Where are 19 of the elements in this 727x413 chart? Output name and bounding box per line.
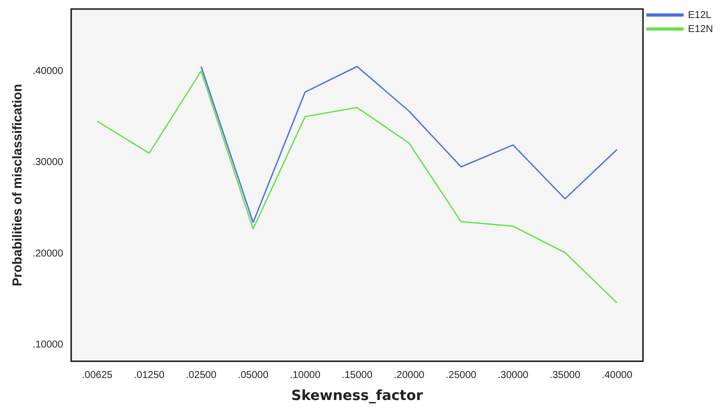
- x-tick-label: .10000: [290, 370, 321, 381]
- x-tick-label: .02500: [186, 370, 217, 381]
- y-tick-label: .20000: [32, 248, 64, 260]
- x-tick-label: .01250: [134, 370, 165, 381]
- y-tick-label: .40000: [32, 66, 64, 77]
- x-tick-label: .30000: [498, 370, 529, 381]
- x-tick-label: .00625: [82, 370, 113, 381]
- x-tick-label: .20000: [394, 370, 425, 381]
- legend-label: E12L: [688, 10, 712, 21]
- x-tick-label: .25000: [446, 370, 477, 381]
- x-tick-label: .05000: [238, 370, 269, 381]
- y-axis-title: Probabilities of misclassification: [9, 84, 24, 286]
- y-tick-label: .30000: [32, 157, 64, 168]
- y-tick-label: .10000: [32, 340, 64, 351]
- x-tick-label: .40000: [602, 370, 633, 381]
- x-tick-label: .35000: [550, 370, 581, 381]
- legend-label: E12N: [688, 24, 713, 35]
- x-tick-label: .15000: [342, 370, 373, 381]
- x-axis-title: Skewness_factor: [291, 388, 423, 404]
